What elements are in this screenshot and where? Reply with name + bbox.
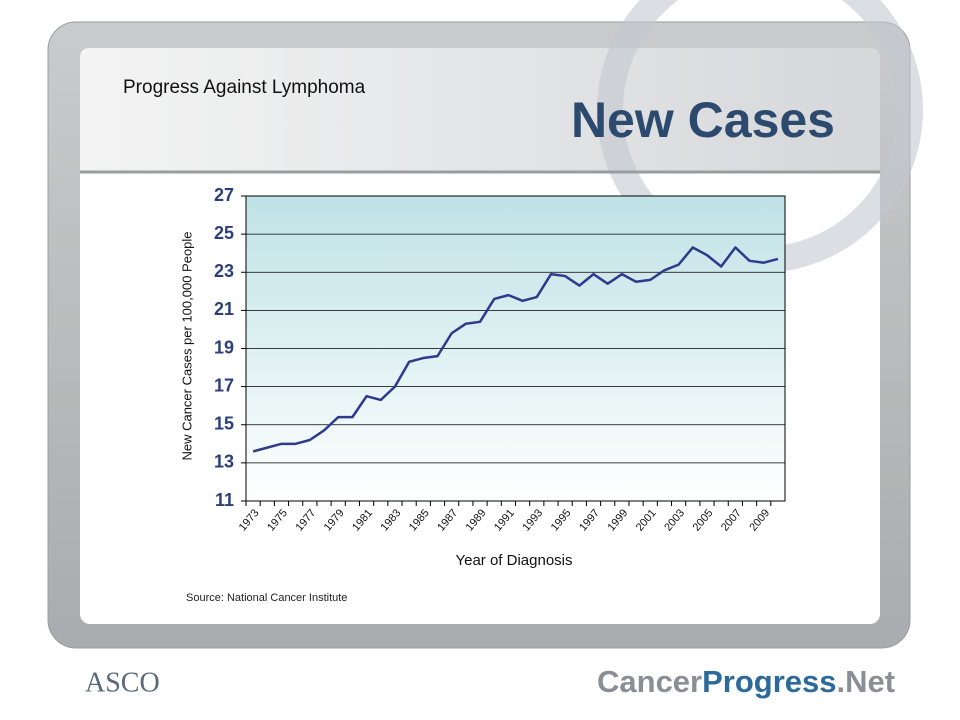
y-tick-label: 13 <box>214 452 234 472</box>
logo-asco: ASCO <box>85 667 160 698</box>
y-tick-label: 25 <box>214 223 234 243</box>
y-tick-label: 21 <box>214 299 234 319</box>
logo-part: Cancer <box>597 664 702 699</box>
data-line <box>252 246 779 453</box>
logo-part: Progress <box>702 664 836 699</box>
slide-subtitle: Progress Against Lymphoma <box>123 77 366 98</box>
y-tick-label: 27 <box>214 185 234 205</box>
logo-part: .Net <box>837 664 896 699</box>
y-axis-title: New Cancer Cases per 100,000 People <box>179 231 194 460</box>
y-tick-label: 11 <box>215 490 234 510</box>
x-axis-title: Year of Diagnosis <box>455 552 572 569</box>
y-tick-label: 19 <box>214 337 234 357</box>
source-note: Source: National Cancer Institute <box>186 592 347 604</box>
slide-heading: New Cases <box>571 92 835 148</box>
y-tick-label: 23 <box>214 261 234 281</box>
header-band <box>80 48 880 172</box>
logo-cancerprogress: CancerProgress.Net <box>597 664 895 699</box>
y-tick-label: 17 <box>214 375 234 395</box>
y-tick-label: 15 <box>214 414 234 434</box>
